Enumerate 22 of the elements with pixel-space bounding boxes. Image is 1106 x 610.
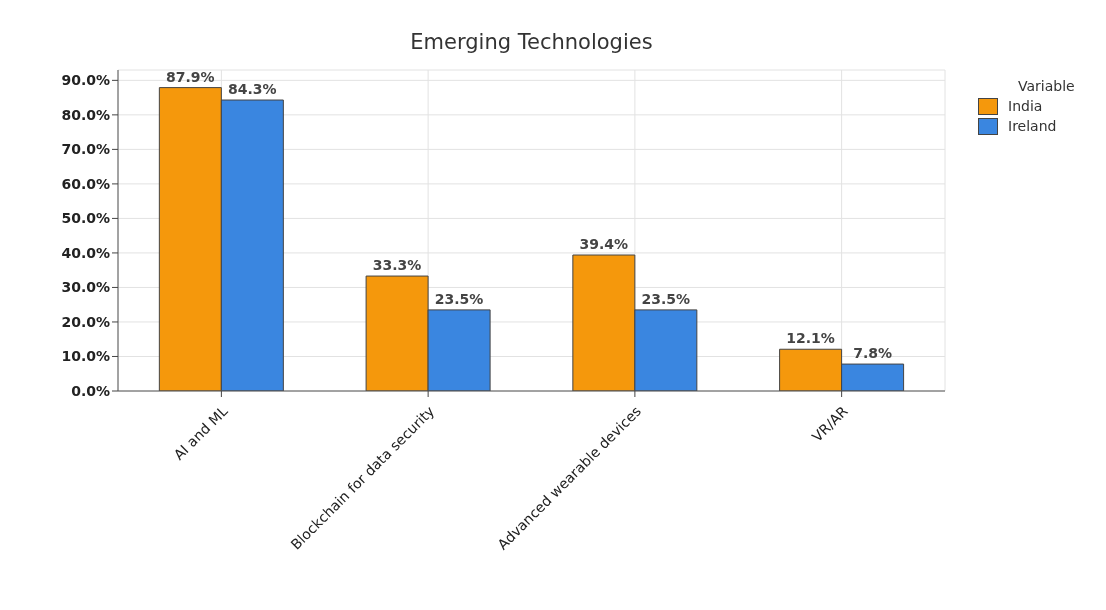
y-tick-label: 70.0%	[61, 141, 110, 158]
y-tick-label: 20.0%	[61, 313, 110, 330]
data-label: 23.5%	[641, 290, 691, 307]
data-label: 39.4%	[579, 236, 629, 253]
y-tick-label: 80.0%	[61, 106, 110, 123]
y-tick-label: 0.0%	[71, 382, 110, 399]
data-label: 84.3%	[228, 81, 277, 98]
data-label: 12.1%	[786, 330, 835, 347]
chart-title: Emerging Technologies	[409, 30, 654, 54]
data-label: 87.9%	[166, 68, 215, 85]
data-label: 33.3%	[372, 257, 422, 274]
y-tick-label: 60.0%	[61, 175, 110, 192]
y-tick-label: 30.0%	[61, 279, 110, 296]
y-tick-label: 50.0%	[61, 210, 110, 227]
y-tick-label: 90.0%	[61, 72, 110, 89]
legend-title: Variable	[1018, 78, 1075, 94]
y-tick-label: 10.0%	[61, 348, 110, 365]
legend-label: India	[1008, 98, 1043, 114]
data-label: 23.5%	[434, 290, 484, 307]
y-tick-label: 40.0%	[61, 244, 110, 261]
data-label: 7.8%	[853, 345, 893, 362]
legend-label: Ireland	[1008, 118, 1057, 134]
